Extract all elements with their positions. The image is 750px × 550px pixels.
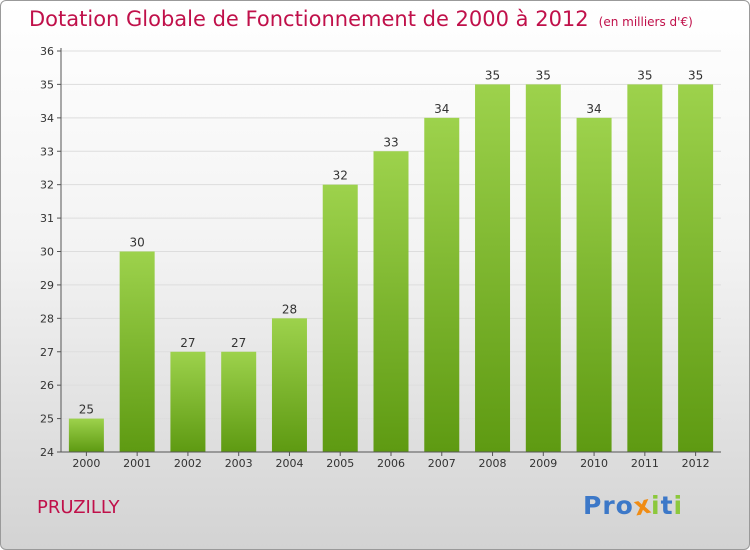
bar-value-label: 34	[434, 102, 449, 116]
bar	[576, 117, 612, 452]
bar-value-label: 27	[231, 336, 246, 350]
bar	[170, 351, 206, 452]
y-tick-label: 32	[40, 179, 54, 192]
bar-value-label: 35	[536, 68, 551, 82]
x-tick-label: 2001	[123, 457, 151, 470]
bar	[678, 84, 714, 453]
x-tick-label: 2005	[326, 457, 354, 470]
bar	[525, 84, 561, 453]
y-tick-label: 33	[40, 145, 54, 158]
bar-value-label: 28	[282, 302, 297, 316]
logo-letter: t	[660, 491, 674, 520]
y-tick-label: 29	[40, 279, 54, 292]
x-tick-label: 2010	[580, 457, 608, 470]
bar	[373, 151, 409, 452]
x-tick-label: 2007	[428, 457, 456, 470]
y-tick-label: 24	[40, 446, 54, 459]
bar-value-label: 30	[130, 236, 145, 250]
x-tick-label: 2006	[377, 457, 405, 470]
chart-title: Dotation Globale de Fonctionnement de 20…	[29, 7, 693, 31]
bar-value-label: 35	[637, 68, 652, 82]
bar-value-label: 27	[180, 336, 195, 350]
y-tick-label: 36	[40, 45, 54, 58]
bar-value-label: 35	[485, 68, 500, 82]
y-tick-label: 25	[40, 413, 54, 426]
bar-value-label: 25	[79, 403, 94, 417]
proxiti-logo: Proxiti	[583, 490, 684, 522]
chart-title-text: Dotation Globale de Fonctionnement de 20…	[29, 7, 589, 31]
x-tick-label: 2011	[631, 457, 659, 470]
bar	[271, 318, 307, 452]
bar	[475, 84, 511, 453]
axes	[57, 48, 721, 456]
bar	[424, 117, 460, 452]
x-tick-label: 2008	[479, 457, 507, 470]
y-tick-label: 35	[40, 78, 54, 91]
logo-letter: P	[583, 491, 603, 520]
place-name: PRUZILLY	[37, 497, 120, 518]
x-tick-label: 2000	[72, 457, 100, 470]
x-tick-label: 2004	[275, 457, 303, 470]
bar-value-label: 32	[333, 169, 348, 183]
x-tick-label: 2012	[682, 457, 710, 470]
bars	[68, 84, 714, 453]
y-tick-label: 34	[40, 112, 54, 125]
y-tick-label: 28	[40, 312, 54, 325]
x-tick-label: 2002	[174, 457, 202, 470]
y-tick-label: 31	[40, 212, 54, 225]
x-tick-label: 2003	[225, 457, 253, 470]
bar-value-label: 35	[688, 68, 703, 82]
y-tick-label: 26	[40, 379, 54, 392]
y-tick-label: 27	[40, 346, 54, 359]
bar	[119, 251, 155, 452]
logo-letter: r	[602, 491, 616, 520]
logo-letter: i	[673, 491, 684, 520]
chart-unit: (en milliers d'€)	[598, 15, 693, 29]
bar	[627, 84, 663, 453]
y-tick-label: 30	[40, 246, 54, 259]
labels: 24 25 26 27 28 29 30 31 32 33 34 35 36 25 2000 30 2001 27…	[40, 45, 710, 470]
bar-value-label: 34	[586, 102, 601, 116]
bar	[221, 351, 257, 452]
x-tick-label: 2009	[529, 457, 557, 470]
logo-letter: i	[651, 491, 661, 520]
bar	[322, 184, 358, 452]
bar	[68, 418, 104, 452]
bar-value-label: 33	[383, 135, 398, 149]
logo-letter: o	[615, 491, 634, 520]
